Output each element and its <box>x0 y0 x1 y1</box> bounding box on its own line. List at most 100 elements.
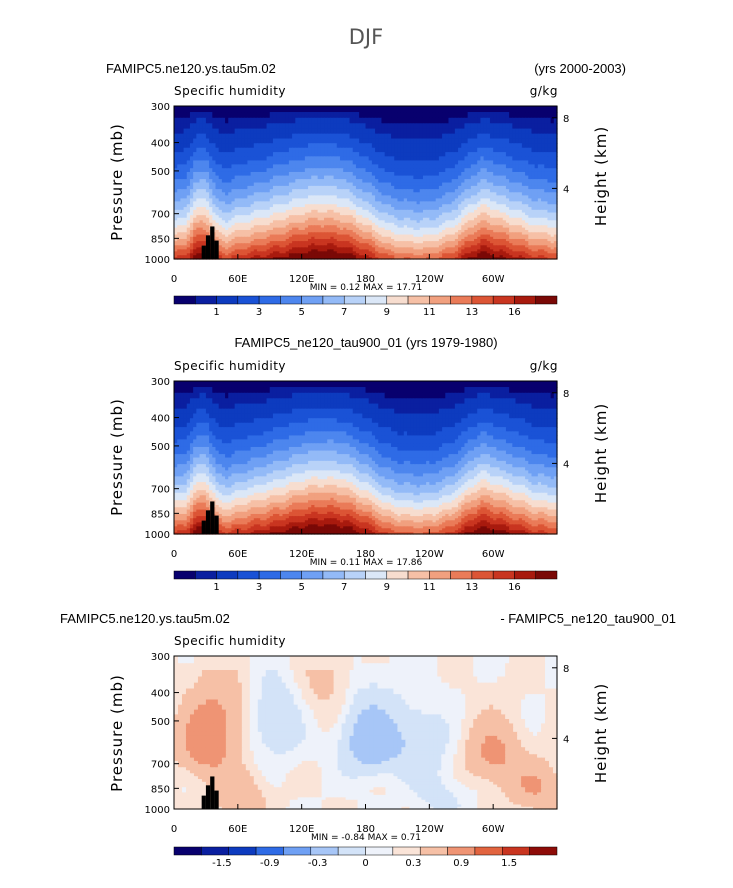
contour-cell <box>260 138 264 144</box>
contour-cell <box>221 236 226 240</box>
contour-cell <box>174 241 178 244</box>
contour-cell <box>304 112 309 119</box>
contour-cell <box>365 229 370 233</box>
contour-cell <box>276 147 280 153</box>
contour-cell <box>263 225 268 229</box>
contour-cell <box>256 156 261 162</box>
contour-cell <box>218 201 223 205</box>
contour-cell <box>509 189 513 193</box>
contour-cell <box>387 220 392 224</box>
contour-cell <box>272 232 277 236</box>
contour-cell <box>502 236 507 240</box>
contour-cell <box>391 209 395 214</box>
contour-cell <box>250 207 255 211</box>
contour-cell <box>461 243 466 246</box>
contour-cell <box>199 106 204 113</box>
contour-cell <box>502 168 507 173</box>
contour-cell <box>234 128 239 135</box>
contour-cell <box>496 236 501 240</box>
contour-cell <box>209 182 213 187</box>
contour-cell <box>317 152 322 157</box>
contour-cell <box>422 241 427 244</box>
contour-cell <box>480 143 485 149</box>
contour-cell <box>304 215 309 219</box>
contour-cell <box>422 229 427 233</box>
contour-cell <box>515 133 520 140</box>
contour-cell <box>547 229 552 233</box>
contour-cell <box>301 189 306 193</box>
contour-cell <box>221 204 226 208</box>
contour-cell <box>215 168 220 173</box>
contour-cell <box>448 112 453 119</box>
contour-cell <box>209 189 213 193</box>
contour-cell <box>234 164 239 169</box>
contour-cell <box>464 207 469 211</box>
contour-cell <box>304 198 309 202</box>
contour-cell <box>202 201 207 205</box>
contour-cell <box>228 207 233 211</box>
contour-cell <box>467 152 472 157</box>
contour-cell <box>205 212 210 216</box>
contour-cell <box>451 234 456 238</box>
contour-cell <box>202 243 207 246</box>
contour-cell <box>403 234 408 238</box>
contour-cell <box>330 128 335 135</box>
contour-cell <box>304 133 309 140</box>
contour-cell <box>391 207 395 211</box>
contour-cell <box>544 222 549 226</box>
contour-cell <box>285 123 290 130</box>
contour-cell <box>502 243 507 246</box>
contour-cell <box>489 152 494 157</box>
contour-cell <box>432 189 437 193</box>
contour-cell <box>375 189 379 193</box>
contour-cell <box>177 232 181 236</box>
contour-cell <box>244 234 249 238</box>
contour-cell <box>521 133 526 140</box>
contour-cell <box>365 209 370 214</box>
contour-cell <box>237 204 242 208</box>
contour-cell <box>537 168 542 173</box>
contour-cell <box>435 133 440 140</box>
contour-cell <box>225 143 229 149</box>
contour-cell <box>272 192 277 197</box>
contour-cell <box>320 106 325 113</box>
contour-cell <box>301 207 306 211</box>
contour-cell <box>461 156 466 162</box>
contour-cell <box>314 192 319 197</box>
contour-cell <box>394 185 399 190</box>
contour-cell <box>221 128 226 135</box>
contour-cell <box>483 152 488 157</box>
contour-cell <box>451 220 456 224</box>
contour-cell <box>400 241 405 244</box>
contour-cell <box>189 195 194 200</box>
contour-cell <box>477 147 481 153</box>
contour-cell <box>397 138 402 144</box>
contour-cell <box>371 147 376 153</box>
contour-cell <box>467 128 472 135</box>
contour-cell <box>394 234 399 238</box>
contour-cell <box>474 182 478 187</box>
contour-cell <box>263 189 268 193</box>
contour-cell <box>266 189 271 193</box>
contour-cell <box>547 217 552 221</box>
contour-cell <box>525 195 529 200</box>
contour-cell <box>368 241 373 244</box>
contour-cell <box>410 175 414 180</box>
contour-cell <box>474 217 478 221</box>
contour-cell <box>477 106 481 113</box>
contour-cell <box>256 123 261 130</box>
contour-cell <box>518 185 523 190</box>
contour-cell <box>480 164 485 169</box>
contour-cell <box>237 185 242 190</box>
contour-cell <box>544 156 549 162</box>
contour-cell <box>279 112 284 119</box>
contour-cell <box>263 117 268 124</box>
contour-cell <box>505 171 510 177</box>
contour-cell <box>496 128 501 135</box>
contour-cell <box>493 171 497 177</box>
contour-cell <box>467 147 472 153</box>
contour-cell <box>397 215 402 219</box>
contour-cell <box>352 229 357 233</box>
contour-cell <box>205 201 210 205</box>
contour-cell <box>186 243 191 246</box>
